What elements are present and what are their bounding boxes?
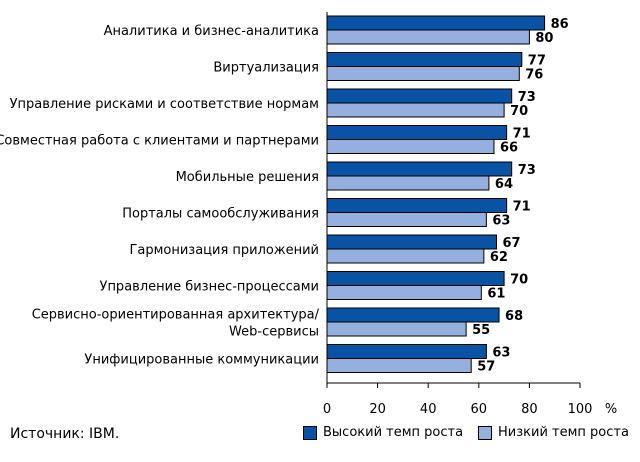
bar-high	[326, 307, 500, 323]
x-unit-label: %	[605, 402, 617, 417]
bar-low	[326, 358, 472, 373]
bar-low	[326, 248, 485, 264]
data-label: 70	[510, 104, 528, 119]
data-label: 63	[492, 346, 510, 361]
bar-high	[326, 161, 513, 177]
source-note: Источник: IBM.	[10, 426, 120, 442]
x-tick-label: 40	[420, 402, 437, 417]
x-tick-label: 0	[323, 402, 331, 417]
bar-low	[326, 139, 495, 154]
legend-label-high: Высокий темп роста	[323, 425, 464, 440]
x-tick-label: 60	[471, 402, 488, 417]
bar-high	[326, 344, 487, 359]
data-label: 66	[500, 141, 518, 156]
x-tick-label: 20	[369, 402, 386, 417]
bar-high	[326, 52, 523, 67]
bar-low	[326, 175, 490, 191]
legend-swatch-low	[478, 425, 492, 440]
bar-high	[326, 125, 508, 140]
legend-item-high: Высокий темп роста	[303, 425, 463, 440]
data-label: 64	[495, 177, 513, 192]
data-label: 67	[503, 236, 521, 251]
data-label: 63	[492, 214, 510, 229]
data-label: 80	[535, 31, 553, 46]
bar-low	[326, 29, 530, 45]
data-label: 62	[490, 250, 508, 265]
legend-item-low: Низкий темп роста	[478, 425, 629, 440]
data-label: 76	[525, 68, 543, 83]
bar-low	[326, 212, 487, 227]
bar-low	[326, 102, 505, 118]
category-label: Управление бизнес-процессами	[100, 280, 319, 295]
category-label: Web-сервисы	[229, 325, 319, 340]
category-label: Порталы самообслуживания	[122, 207, 319, 222]
data-label: 77	[528, 54, 546, 69]
bar-high	[326, 198, 508, 213]
data-label: 55	[472, 323, 490, 338]
data-label: 71	[513, 127, 531, 142]
category-label: Унифицированные коммуникации	[84, 353, 319, 368]
data-label: 57	[477, 360, 495, 375]
bar-high	[326, 15, 546, 31]
data-label: 73	[518, 163, 536, 178]
bar-high	[326, 234, 498, 250]
bar-high	[326, 271, 505, 286]
bar-low	[326, 66, 520, 81]
bar-low	[326, 285, 482, 300]
data-label: 71	[513, 200, 531, 215]
data-label: 68	[505, 309, 523, 324]
bar-low	[326, 321, 467, 337]
data-label: 70	[510, 273, 528, 288]
bar-high	[326, 88, 513, 104]
category-label: Сервисно-ориентированная архитектура/	[32, 308, 320, 323]
legend-swatch-high	[303, 425, 317, 440]
category-label: Совместная работа с клиентами и партнера…	[0, 134, 319, 149]
x-tick-label: 100	[568, 402, 593, 417]
category-label: Мобильные решения	[176, 170, 319, 185]
category-label: Гармонизация приложений	[129, 243, 319, 258]
data-label: 61	[487, 287, 505, 302]
legend-label-low: Низкий темп роста	[498, 425, 629, 440]
data-label: 86	[551, 17, 569, 32]
category-label: Виртуализация	[213, 61, 319, 76]
x-tick-label: 80	[521, 402, 538, 417]
category-label: Аналитика и бизнес-аналитика	[104, 24, 319, 39]
data-label: 73	[518, 90, 536, 105]
category-label: Управление рисками и соответствие нормам	[10, 97, 319, 112]
